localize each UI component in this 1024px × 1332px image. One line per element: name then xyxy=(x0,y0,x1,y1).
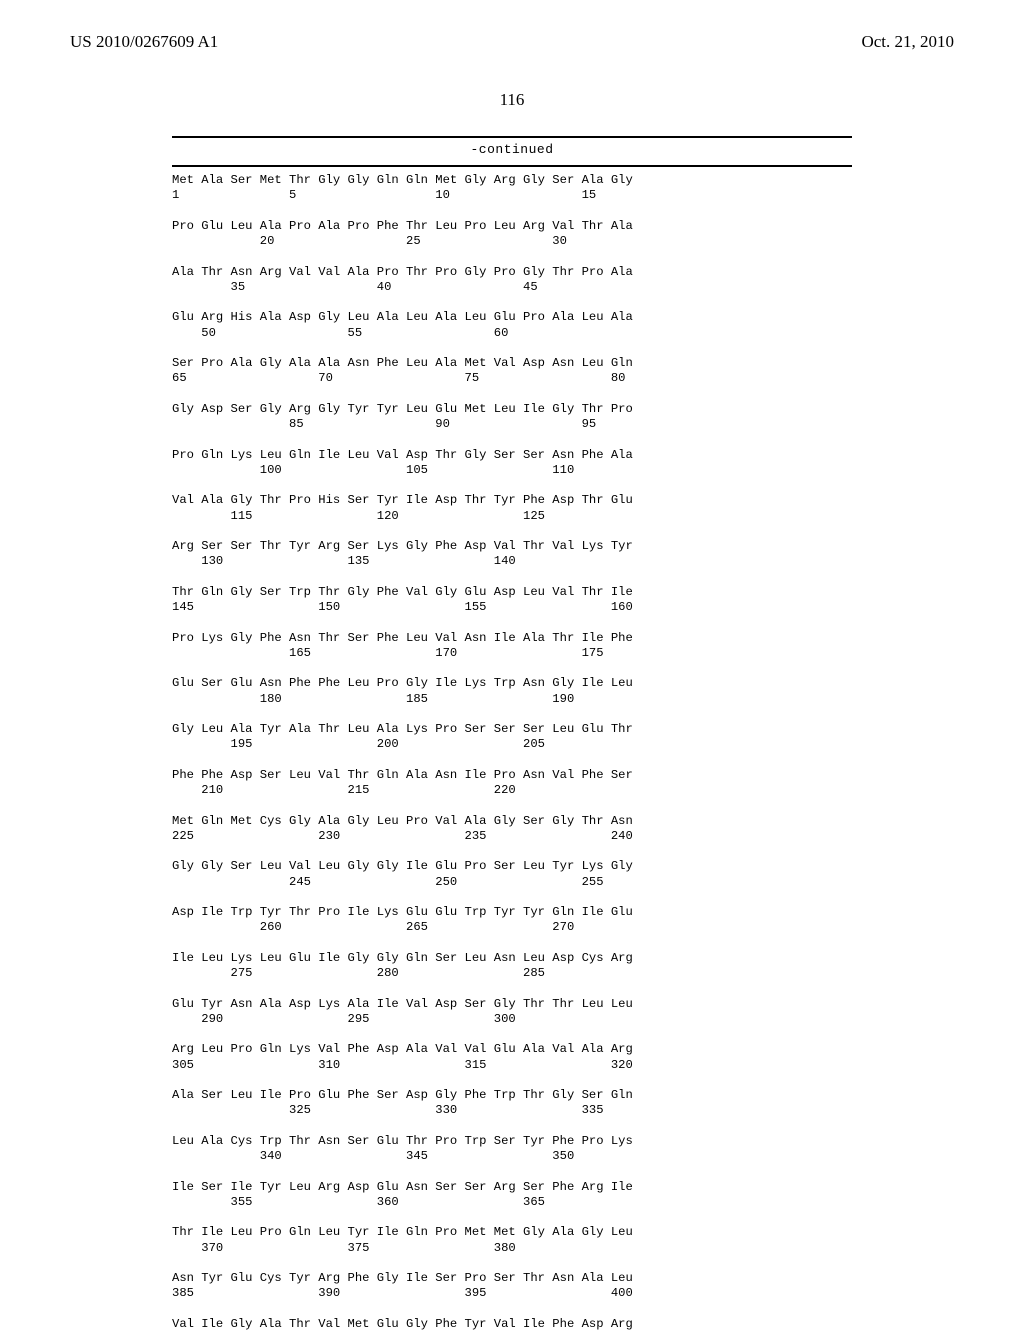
publication-date: Oct. 21, 2010 xyxy=(861,32,954,52)
patent-number: US 2010/0267609 A1 xyxy=(70,32,218,52)
page-header: US 2010/0267609 A1 Oct. 21, 2010 xyxy=(0,0,1024,62)
divider xyxy=(172,165,852,167)
sequence-listing-container: -continued Met Ala Ser Met Thr Gly Gly G… xyxy=(172,136,852,1332)
continued-label: -continued xyxy=(172,142,852,157)
page-number: 116 xyxy=(0,90,1024,110)
sequence-listing: Met Ala Ser Met Thr Gly Gly Gln Gln Met … xyxy=(172,173,852,1332)
